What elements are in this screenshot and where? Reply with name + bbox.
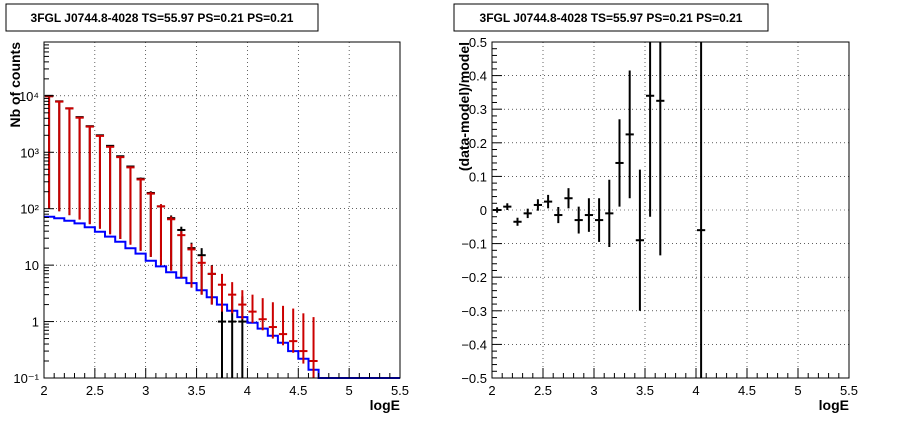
y-axis-label: (data-model)/model bbox=[456, 42, 472, 171]
data-point bbox=[554, 206, 563, 224]
y-tick-label: 0.1 bbox=[469, 169, 487, 184]
data-point bbox=[564, 188, 573, 209]
y-tick-label: −0.5 bbox=[461, 371, 487, 386]
data-point bbox=[278, 305, 288, 346]
y-tick-label: 1 bbox=[32, 315, 39, 330]
y-tick-label: 0.3 bbox=[469, 102, 487, 117]
data-point bbox=[55, 100, 64, 212]
x-tick-label: 3.5 bbox=[636, 383, 654, 398]
x-axis-label: logE bbox=[370, 397, 400, 413]
x-tick-label: 2 bbox=[40, 383, 47, 398]
data-point bbox=[75, 116, 84, 220]
y-tick-label: −0.2 bbox=[461, 270, 487, 285]
y-tick-label: 10⁻¹ bbox=[13, 371, 39, 386]
data-point bbox=[544, 194, 553, 209]
data-point bbox=[146, 191, 155, 257]
x-tick-label: 5 bbox=[346, 383, 353, 398]
y-tick-label: 10 bbox=[25, 258, 39, 273]
axis-ticks: 2 2.5 3 3.5 4 4.5 5 5.5 10⁻¹ 1 10 10² 10³ 10⁴ bbox=[13, 41, 409, 398]
data-point bbox=[635, 169, 644, 311]
x-tick-label: 3 bbox=[590, 383, 597, 398]
data-point bbox=[268, 302, 277, 339]
y-axis-label: Nb of counts bbox=[7, 42, 23, 128]
x-axis-label: logE bbox=[819, 397, 849, 413]
data-point bbox=[646, 42, 655, 217]
x-tick-label: 5.5 bbox=[391, 383, 409, 398]
data-point bbox=[238, 290, 247, 320]
plot-frame bbox=[43, 41, 401, 379]
grid bbox=[44, 42, 400, 378]
x-tick-label: 2.5 bbox=[86, 383, 104, 398]
x-tick-label: 4 bbox=[692, 383, 699, 398]
data-point bbox=[116, 156, 125, 240]
y-tick-label: 0.4 bbox=[469, 69, 487, 84]
series-layer bbox=[493, 42, 706, 378]
plot-frame bbox=[491, 41, 850, 379]
y-tick-label: 0 bbox=[480, 203, 487, 218]
data-point bbox=[309, 317, 318, 378]
axis-ticks: 2 2.5 3 3.5 4 4.5 5 5.5 −0.5 −0.4 −0.3 −0.2 −0.1 0 0.1… bbox=[461, 35, 858, 398]
y-tick-label: −0.3 bbox=[461, 304, 487, 319]
data-point bbox=[625, 70, 634, 199]
data-point bbox=[503, 203, 512, 210]
data-point bbox=[299, 313, 308, 364]
y-tick-label: −0.1 bbox=[461, 237, 487, 252]
data-point bbox=[207, 265, 216, 305]
data-point bbox=[106, 145, 115, 235]
data-point bbox=[523, 208, 532, 219]
counts-panel: 3FGL J0744.8-4028 TS=55.97 PS=0.21 PS=0.… bbox=[5, 3, 409, 413]
y-tick-label: 10⁴ bbox=[19, 89, 39, 104]
data-point bbox=[533, 199, 542, 211]
x-tick-label: 2.5 bbox=[534, 383, 552, 398]
data-point bbox=[95, 134, 105, 229]
series-layer bbox=[44, 94, 400, 379]
y-tick-label: 0.5 bbox=[469, 35, 487, 50]
data-point bbox=[697, 42, 706, 378]
data-point bbox=[513, 217, 522, 226]
data-point bbox=[136, 178, 145, 251]
y-tick-label: 0.2 bbox=[469, 136, 487, 151]
data-point bbox=[595, 198, 604, 242]
title-box bbox=[5, 3, 319, 32]
chart-title: 3FGL J0744.8-4028 TS=55.97 PS=0.21 PS=0.… bbox=[31, 11, 294, 25]
data-point bbox=[85, 125, 94, 225]
data-point bbox=[167, 216, 176, 271]
x-tick-label: 2 bbox=[488, 383, 495, 398]
data-point bbox=[258, 298, 267, 331]
x-tick-label: 5 bbox=[794, 383, 801, 398]
data-point bbox=[615, 119, 624, 207]
data-point bbox=[197, 256, 206, 295]
chart-title: 3FGL J0744.8-4028 TS=55.97 PS=0.21 PS=0.… bbox=[480, 11, 743, 25]
data-point bbox=[217, 273, 227, 312]
residuals-panel: 3FGL J0744.8-4028 TS=55.97 PS=0.21 PS=0.… bbox=[453, 3, 858, 413]
model-histogram bbox=[44, 215, 400, 379]
data-point bbox=[126, 166, 135, 245]
x-tick-label: 3 bbox=[142, 383, 149, 398]
x-tick-label: 4.5 bbox=[289, 383, 307, 398]
data-point bbox=[65, 107, 74, 216]
x-tick-label: 4 bbox=[244, 383, 251, 398]
data-point bbox=[248, 294, 257, 323]
data-point bbox=[228, 282, 237, 314]
y-tick-label: 10³ bbox=[20, 145, 39, 160]
y-tick-label: −0.4 bbox=[461, 337, 487, 352]
data-point bbox=[177, 231, 186, 278]
x-tick-label: 5.5 bbox=[840, 383, 858, 398]
data-point bbox=[289, 308, 298, 353]
data-point bbox=[574, 206, 583, 234]
x-tick-label: 3.5 bbox=[188, 383, 206, 398]
y-tick-label: 10² bbox=[20, 202, 39, 217]
title-box bbox=[453, 3, 769, 32]
data-point bbox=[605, 179, 614, 247]
x-tick-label: 4.5 bbox=[738, 383, 756, 398]
data-point bbox=[187, 243, 196, 288]
data-point bbox=[656, 42, 665, 256]
data-point bbox=[584, 198, 593, 232]
data-point bbox=[156, 204, 166, 266]
grid bbox=[492, 42, 849, 378]
